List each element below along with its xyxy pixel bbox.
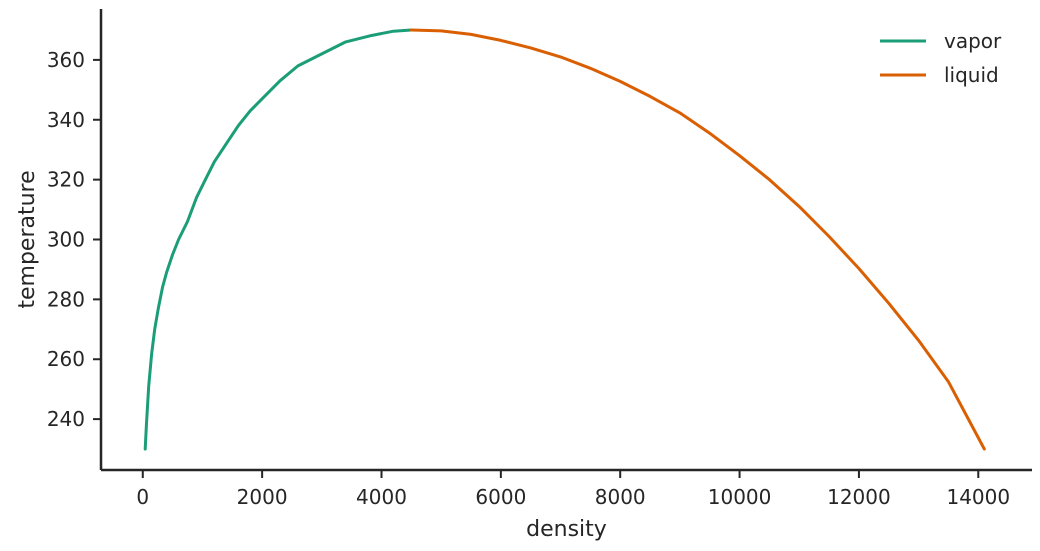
- x-axis-title: density: [526, 517, 607, 542]
- x-tick-label: 14000: [946, 485, 1010, 509]
- x-tick-label: 8000: [595, 485, 646, 509]
- x-tick-label: 0: [136, 485, 149, 509]
- y-tick-label: 320: [47, 168, 85, 192]
- y-axis-title: temperature: [15, 170, 40, 308]
- y-tick-label: 300: [47, 228, 85, 252]
- legend: vapor liquid: [880, 29, 1002, 87]
- x-tick-label: 2000: [237, 485, 288, 509]
- series-line-vapor: [143, 28, 413, 451]
- x-tick-label: 12000: [827, 485, 891, 509]
- x-tick-label: 6000: [475, 485, 526, 509]
- x-tick-label: 10000: [708, 485, 772, 509]
- x-ticks: 0 2000 4000 6000 8000 10000 12000 14000: [136, 470, 1010, 509]
- y-tick-label: 240: [47, 407, 85, 431]
- y-tick-label: 280: [47, 287, 85, 311]
- legend-label-liquid: liquid: [944, 63, 999, 87]
- y-ticks: 240 260 280 300 320 340 360: [47, 48, 101, 431]
- y-tick-label: 360: [47, 48, 85, 72]
- x-tick-label: 4000: [356, 485, 407, 509]
- plot-lines: [143, 28, 986, 451]
- axes: 0 2000 4000 6000 8000 10000 12000 14000 2402602…: [47, 9, 1032, 509]
- series-line-liquid: [409, 28, 986, 451]
- y-tick-label: 260: [47, 347, 85, 371]
- y-tick-label: 340: [47, 108, 85, 132]
- legend-label-vapor: vapor: [944, 29, 1002, 53]
